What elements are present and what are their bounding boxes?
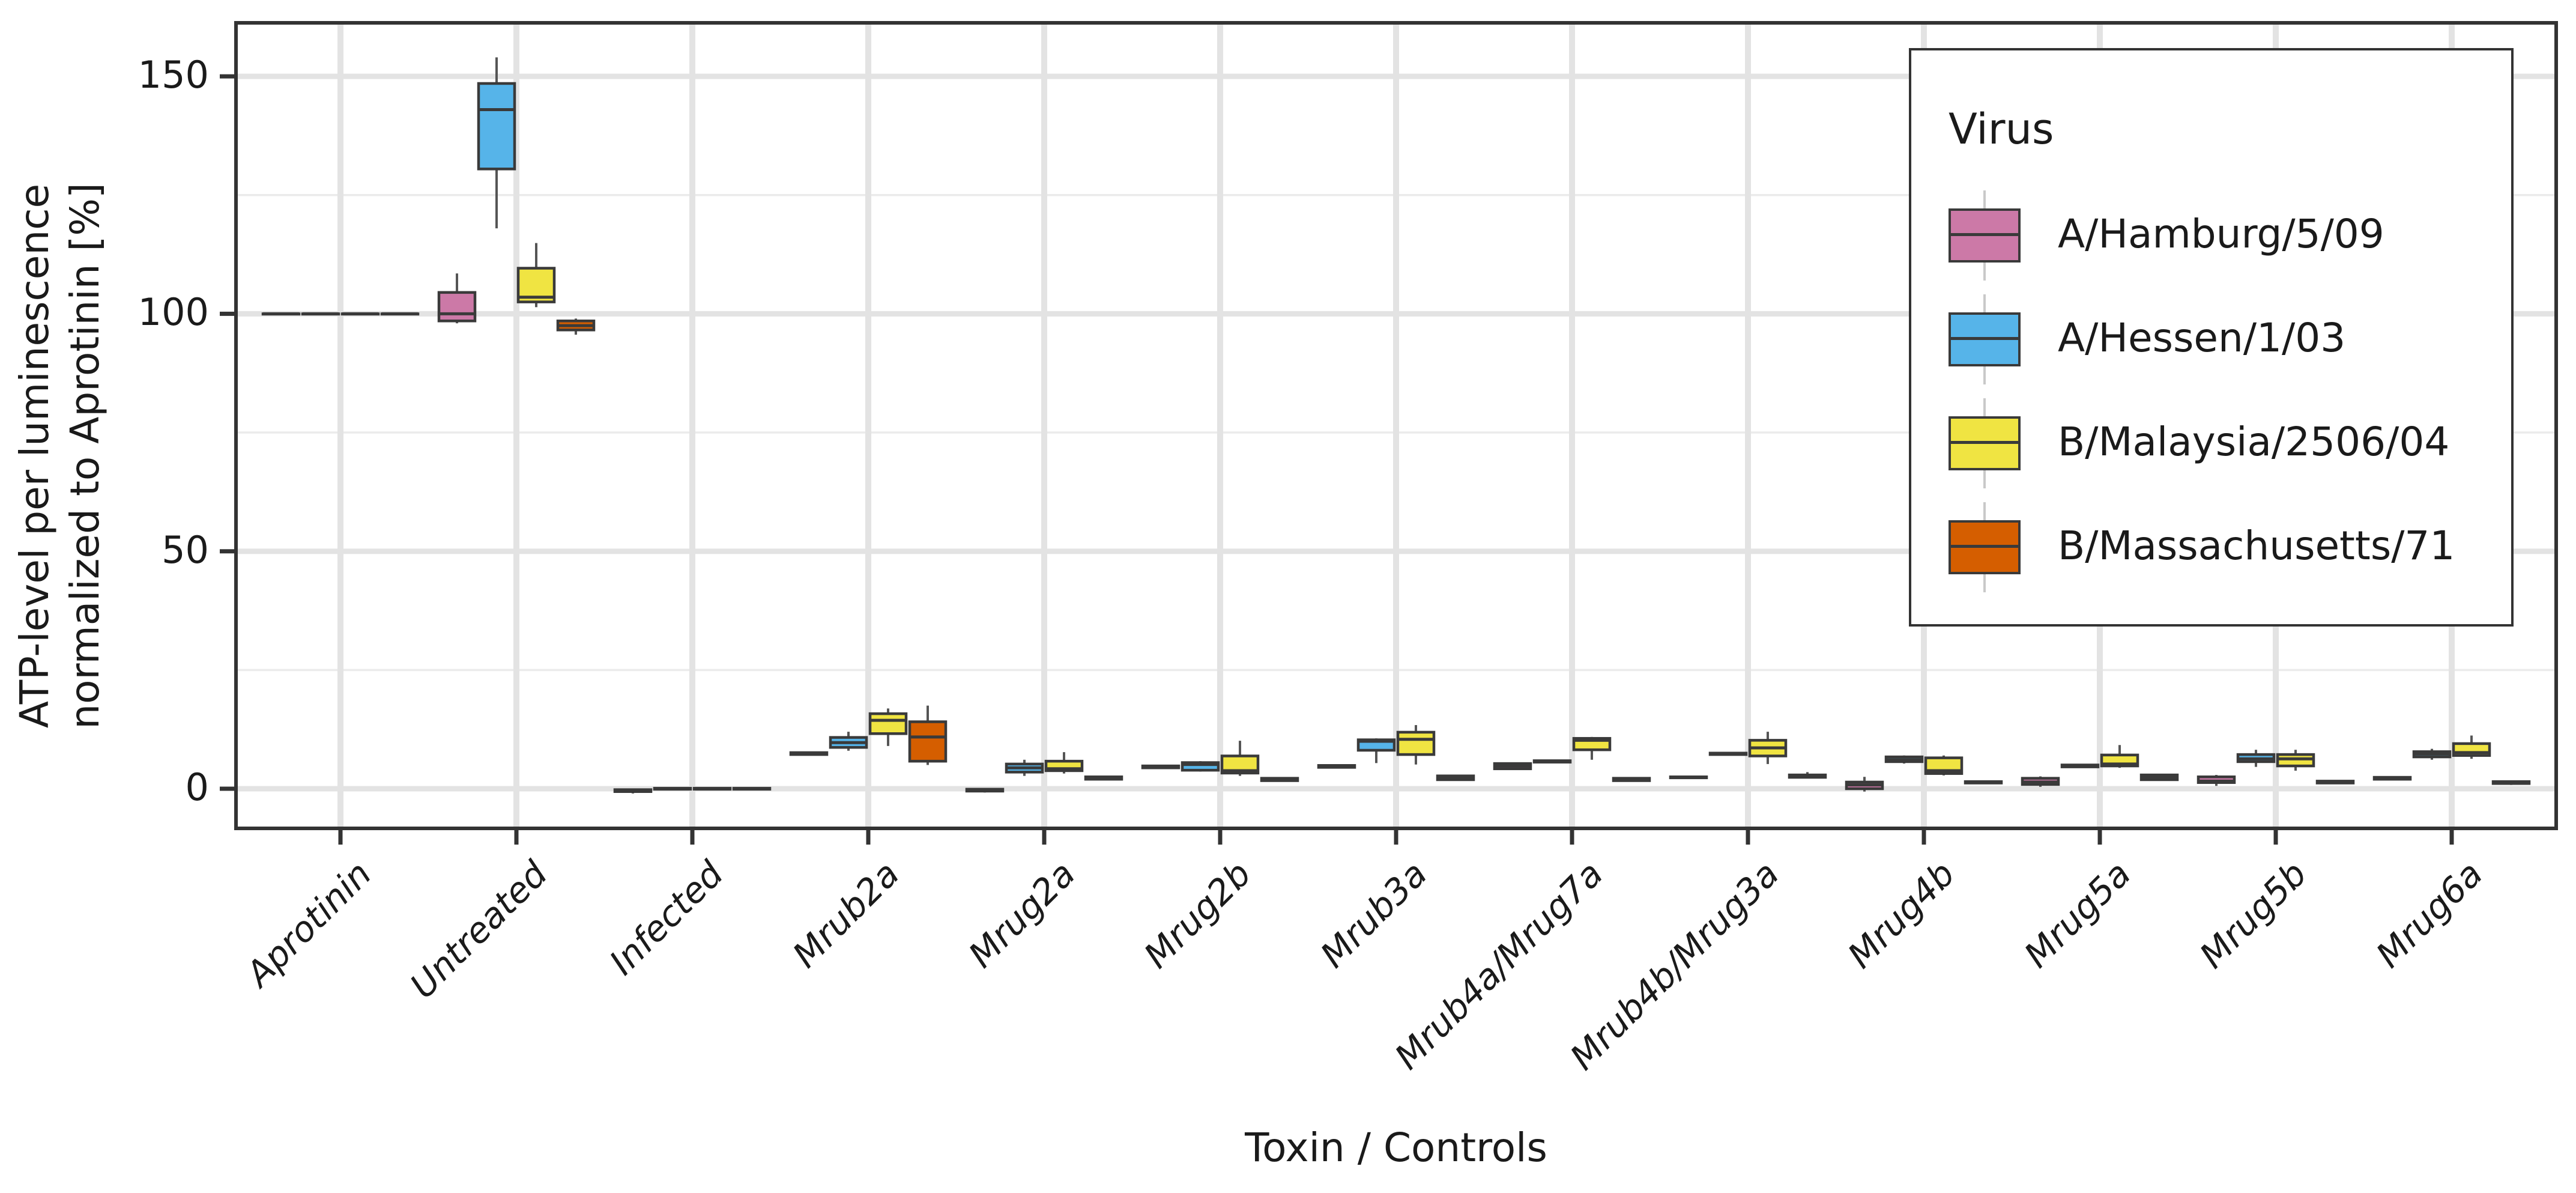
boxplot-key-icon (1949, 502, 2021, 592)
key-median (1949, 233, 2021, 236)
legend-label: B/Massachusetts/71 (2058, 523, 2455, 569)
boxplot-key-icon (1949, 294, 2021, 384)
y-tick-label: 50 (162, 527, 209, 572)
key-median (1949, 337, 2021, 340)
boxplot-box (1396, 730, 1436, 756)
boxplot-box (477, 82, 516, 171)
legend-label: A/Hamburg/5/09 (2058, 211, 2384, 257)
y-axis-title: ATP-level per luminescence normalized to… (10, 11, 110, 900)
boxplot-key-icon (1949, 190, 2021, 281)
y-tick-label: 0 (185, 765, 209, 809)
legend-row: B/Massachusetts/71 (1949, 502, 2489, 592)
y-tick-label: 100 (138, 290, 209, 335)
legend-label: B/Malaysia/2506/04 (2058, 419, 2450, 465)
legend-row: A/Hamburg/5/09 (1949, 190, 2489, 281)
legend-title: Virus (1949, 105, 2054, 154)
legend: Virus A/Hamburg/5/09 A/Hessen/1/03 (1909, 48, 2514, 627)
x-axis-title: Toxin / Controls (1245, 1125, 1547, 1171)
boxplot-box (868, 712, 908, 735)
boxplot-key-icon (1949, 398, 2021, 488)
legend-row: B/Malaysia/2506/04 (1949, 398, 2489, 488)
y-axis-title-line2: normalized to Aprotinin [%] (62, 183, 108, 729)
y-tick-label: 150 (138, 53, 209, 97)
y-axis-title-line1: ATP-level per luminescence (11, 183, 58, 729)
legend-label: A/Hessen/1/03 (2058, 315, 2346, 361)
boxplot-box (908, 720, 948, 763)
key-median (1949, 441, 2021, 444)
key-median (1949, 545, 2021, 548)
boxplot-box (437, 291, 477, 323)
legend-row: A/Hessen/1/03 (1949, 294, 2489, 384)
